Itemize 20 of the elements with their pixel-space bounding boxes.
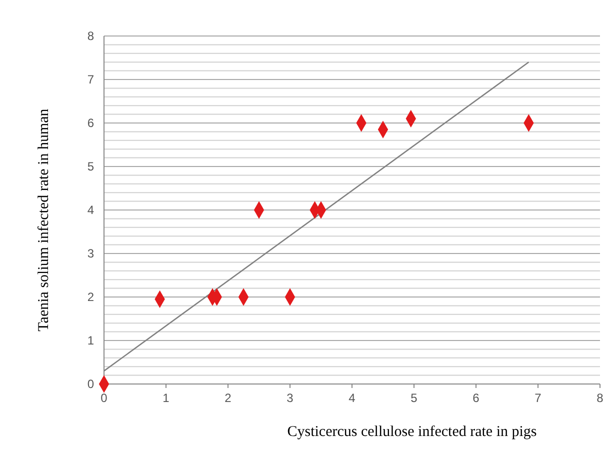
y-tick-label: 7 bbox=[87, 72, 94, 86]
x-tick-label: 1 bbox=[162, 391, 170, 405]
x-tick-label: 6 bbox=[472, 391, 480, 405]
y-tick-label: 2 bbox=[87, 290, 94, 304]
x-tick-label: 0 bbox=[100, 391, 108, 405]
x-tick-label: 2 bbox=[224, 391, 232, 405]
y-tick-label: 1 bbox=[87, 334, 94, 348]
y-tick-label: 8 bbox=[87, 29, 94, 43]
y-tick-label: 3 bbox=[87, 246, 94, 260]
y-tick-label: 6 bbox=[87, 116, 94, 130]
x-tick-label: 8 bbox=[596, 391, 604, 405]
x-tick-label: 7 bbox=[534, 391, 542, 405]
y-tick-label: 0 bbox=[87, 377, 94, 391]
x-tick-label: 4 bbox=[348, 391, 356, 405]
x-axis-title: Cysticercus cellulose infected rate in pigs bbox=[287, 424, 537, 440]
y-tick-label: 5 bbox=[87, 160, 94, 174]
y-tick-label: 4 bbox=[87, 203, 94, 217]
x-tick-label: 5 bbox=[410, 391, 418, 405]
x-tick-label: 3 bbox=[286, 391, 294, 405]
y-axis-title: Taenia solium infected rate in human bbox=[36, 108, 52, 332]
